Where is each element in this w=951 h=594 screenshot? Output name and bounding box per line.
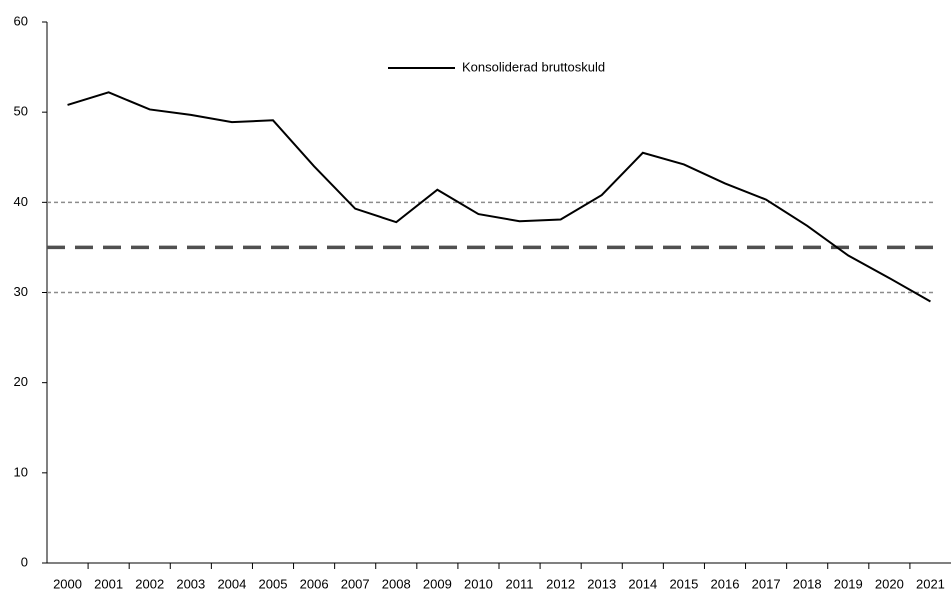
x-tick-label: 2017 (752, 576, 781, 591)
x-tick-label: 2018 (793, 576, 822, 591)
x-tick-label: 2002 (135, 576, 164, 591)
x-tick-label: 2007 (341, 576, 370, 591)
x-tick-label: 2000 (53, 576, 82, 591)
x-tick-label: 2011 (506, 576, 534, 591)
x-tick-label: 2010 (464, 576, 493, 591)
y-tick-label: 30 (14, 284, 28, 299)
x-tick-label: 2006 (300, 576, 329, 591)
x-tick-label: 2021 (916, 576, 945, 591)
y-tick-label: 10 (14, 464, 28, 479)
x-tick-label: 2016 (711, 576, 740, 591)
y-tick-label: 60 (14, 13, 28, 28)
x-tick-label: 2013 (587, 576, 616, 591)
x-tick-label: 2003 (176, 576, 205, 591)
x-tick-label: 2015 (669, 576, 698, 591)
x-tick-label: 2009 (423, 576, 452, 591)
y-tick-label: 0 (21, 554, 28, 569)
series-line (67, 91, 931, 303)
legend-label: Konsoliderad bruttoskuld (462, 59, 605, 74)
x-tick-label: 2012 (546, 576, 575, 591)
x-tick-label: 2004 (217, 576, 246, 591)
x-tick-label: 2019 (834, 576, 863, 591)
y-tick-label: 20 (14, 374, 28, 389)
x-tick-label: 2008 (382, 576, 411, 591)
x-tick-label: 2005 (259, 576, 288, 591)
y-tick-label: 40 (14, 194, 28, 209)
x-tick-label: 2020 (875, 576, 904, 591)
x-tick-label: 2001 (94, 576, 123, 591)
x-tick-label: 2014 (628, 576, 657, 591)
y-tick-label: 50 (14, 104, 28, 119)
